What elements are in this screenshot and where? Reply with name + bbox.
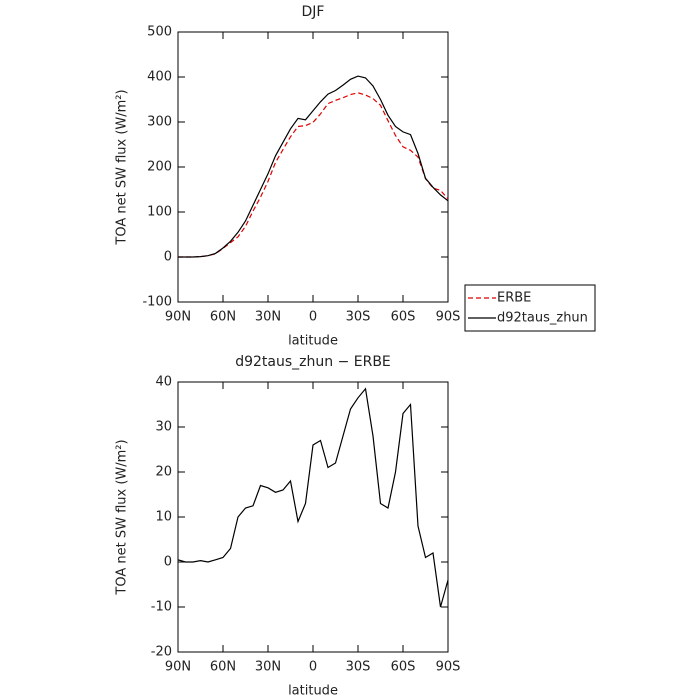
x-tick-label: 90N	[165, 660, 191, 675]
x-tick-label: 90S	[436, 310, 461, 325]
y-tick-label: 30	[155, 420, 172, 435]
y-tick-label: 200	[147, 160, 172, 175]
x-tick-label: 60S	[391, 310, 416, 325]
y-tick-label: -100	[142, 295, 172, 310]
legend-label: ERBE	[497, 291, 531, 306]
y-tick-label: -20	[151, 645, 172, 660]
x-tick-label: 30N	[255, 310, 281, 325]
plot-frame	[177, 381, 449, 653]
data-line	[178, 92, 449, 258]
x-tick-label: 0	[309, 310, 317, 325]
y-axis-label: TOA net SW flux (W/m²)	[115, 89, 130, 245]
y-tick-label: 400	[147, 70, 172, 85]
y-tick-label: 300	[147, 115, 172, 130]
chart-title: d92taus_zhun − ERBE	[235, 354, 391, 370]
legend-label: d92taus_zhun	[497, 311, 588, 326]
y-tick-label: 100	[147, 205, 172, 220]
data-line	[178, 75, 449, 258]
x-axis-label: latitude	[288, 334, 338, 349]
x-tick-label: 60N	[210, 660, 236, 675]
x-tick-label: 30N	[255, 660, 281, 675]
x-tick-label: 60S	[391, 660, 416, 675]
y-tick-label: -10	[151, 600, 172, 615]
x-axis-label: latitude	[288, 684, 338, 699]
legend-box	[464, 284, 596, 332]
y-tick-label: 40	[155, 375, 172, 390]
x-tick-label: 30S	[346, 660, 371, 675]
x-tick-label: 0	[309, 660, 317, 675]
plot-frame	[177, 31, 449, 303]
y-tick-label: 0	[164, 555, 172, 570]
chart-title: DJF	[302, 4, 325, 20]
x-tick-label: 90S	[436, 660, 461, 675]
x-tick-label: 90N	[165, 310, 191, 325]
y-tick-label: 10	[155, 510, 172, 525]
y-tick-label: 0	[164, 250, 172, 265]
y-tick-label: 500	[147, 25, 172, 40]
data-line	[177, 387, 449, 608]
y-tick-label: 20	[155, 465, 172, 480]
x-tick-label: 60N	[210, 310, 236, 325]
y-axis-label: TOA net SW flux (W/m²)	[115, 439, 130, 595]
x-tick-label: 30S	[346, 310, 371, 325]
